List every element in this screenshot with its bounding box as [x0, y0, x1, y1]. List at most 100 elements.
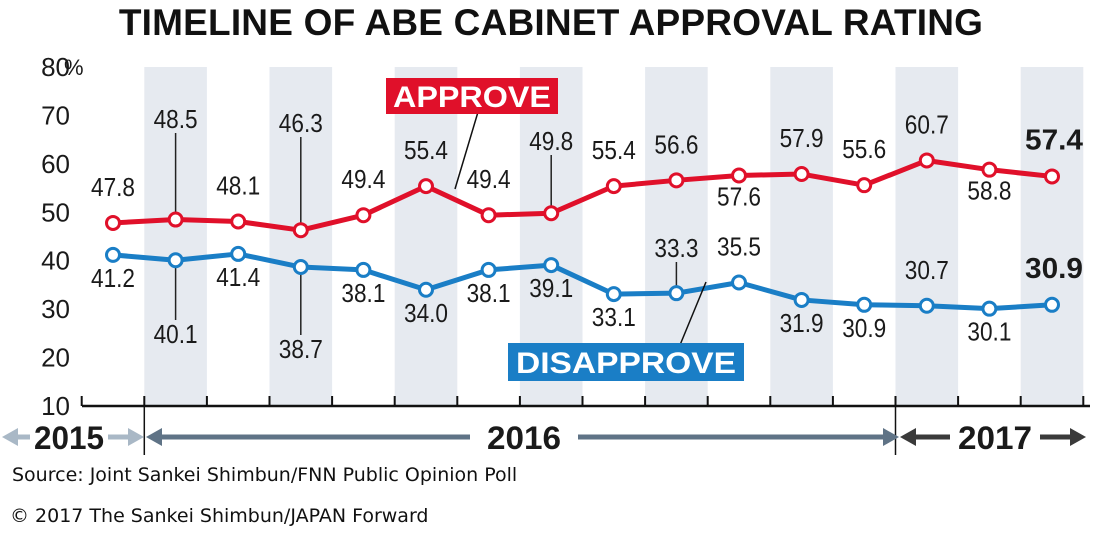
approve-point	[480, 207, 497, 224]
disapprove-data-label: 34.0	[404, 298, 448, 328]
column-band	[770, 67, 833, 406]
approve-point	[1044, 168, 1060, 185]
arrow-2015-left-head-left	[2, 428, 18, 446]
approve-point	[355, 207, 372, 224]
approve-data-label: 60.7	[905, 109, 949, 139]
disapprove-legend-pointer	[679, 281, 707, 346]
disapprove-point	[856, 296, 873, 313]
callout-lines	[174, 133, 678, 335]
approve-data-label: 47.8	[91, 172, 135, 202]
series-line-disapprove	[112, 251, 1053, 312]
disapprove-legend-label: DISAPPROVE	[516, 347, 736, 380]
approve-point	[918, 152, 935, 169]
approve-point	[292, 222, 309, 239]
approve-point	[731, 167, 747, 184]
approve-data-label: 56.6	[654, 129, 698, 159]
disapprove-data-label: 30.9	[1025, 253, 1083, 285]
y-axis: 10 20 30 40 50 60 70 80%	[41, 52, 83, 421]
y-tick-label: 80	[41, 52, 70, 82]
series-legend: APPROVE DISAPPROVE	[386, 78, 744, 381]
x-axis	[80, 396, 1090, 455]
disapprove-point	[230, 245, 247, 262]
disapprove-data-label: 33.1	[592, 302, 636, 332]
approve-data-label: 57.9	[780, 123, 824, 153]
approve-data-label: 48.5	[154, 104, 198, 134]
disapprove-data-label: 33.3	[654, 233, 698, 263]
disapprove-data-label: 30.1	[967, 317, 1011, 347]
approve-point	[856, 177, 873, 194]
y-unit-label: %	[64, 55, 84, 80]
disapprove-point	[292, 259, 309, 276]
year-label-2017: 2017	[958, 420, 1032, 456]
disapprove-data-label: 38.7	[279, 334, 323, 364]
approve-point	[105, 214, 121, 231]
approve-data-label: 58.8	[967, 176, 1011, 206]
year-label-2016: 2016	[487, 420, 561, 456]
source-note: Source: Joint Sankei Shimbun/FNN Public …	[12, 464, 518, 486]
disapprove-data-label: 41.2	[91, 263, 135, 293]
approve-data-label: 57.4	[1025, 124, 1083, 156]
y-tick-label: 30	[41, 294, 70, 324]
disapprove-point	[355, 261, 372, 278]
column-band	[895, 67, 959, 406]
disapprove-data-label: 30.7	[905, 255, 949, 285]
chart-title: TIMELINE OF ABE CABINET APPROVAL RATING	[118, 2, 984, 43]
line-chart: 10 20 30 40 50 60 70 80% 47.8 48.5 48.1 46.3 49.4 55…	[2, 52, 1090, 456]
approve-point	[793, 166, 810, 183]
approve-data-label: 49.4	[341, 164, 385, 194]
y-tick-label: 10	[41, 391, 70, 421]
disapprove-data-label: 35.5	[717, 232, 761, 262]
disapprove-point	[480, 261, 497, 278]
disapprove-point	[105, 246, 121, 263]
column-band	[1020, 67, 1084, 406]
y-tick-label: 40	[41, 246, 70, 276]
disapprove-point	[918, 297, 935, 314]
disapprove-data-label: 39.1	[529, 273, 573, 303]
column-band	[144, 67, 207, 406]
disapprove-point	[167, 252, 184, 269]
y-tick-label: 20	[41, 343, 70, 373]
arrow-2015-right-head-right	[128, 428, 144, 446]
approve-data-label: 55.4	[404, 135, 448, 165]
approve-point	[230, 213, 247, 230]
approve-point	[543, 205, 560, 222]
disapprove-legend-box	[508, 343, 744, 381]
disapprove-data-label: 38.1	[341, 278, 385, 308]
disapprove-point	[1044, 296, 1060, 313]
copyright-note: © 2017 The Sankei Shimbun/JAPAN Forward	[10, 505, 429, 527]
disapprove-point	[605, 286, 622, 303]
disapprove-data-label: 40.1	[154, 319, 198, 349]
approve-point	[418, 178, 434, 195]
approve-point	[167, 211, 184, 228]
approve-data-label: 57.6	[717, 181, 761, 211]
approve-point	[605, 178, 622, 195]
approve-legend-box	[386, 78, 558, 114]
disapprove-data-label: 38.1	[467, 278, 511, 308]
y-tick-label: 60	[41, 149, 70, 179]
arrow-2017-right-head-right	[1070, 428, 1086, 446]
data-points	[105, 152, 1060, 317]
disapprove-point	[668, 285, 685, 302]
approve-point	[668, 172, 685, 189]
disapprove-data-label: 31.9	[780, 308, 824, 338]
series-lines	[112, 157, 1053, 312]
year-timeline: 2015 2016 2017	[2, 420, 1086, 456]
disapprove-data-label: 30.9	[842, 313, 886, 343]
approve-data-label: 49.8	[529, 126, 573, 156]
approve-data-label: 49.4	[467, 164, 511, 194]
arrow-2017-left-head-left	[900, 428, 916, 446]
approve-data-label: 55.4	[592, 135, 636, 165]
approve-data-label: 48.1	[216, 170, 260, 200]
disapprove-point	[418, 281, 434, 298]
approve-data-label: 55.6	[842, 134, 886, 164]
y-tick-label: 50	[41, 197, 70, 227]
series-line-approve	[112, 157, 1053, 233]
data-labels: 47.8 48.5 48.1 46.3 49.4 55.4 49.4 49.8 55.4 56.6…	[91, 104, 1083, 364]
approve-point	[981, 161, 998, 178]
column-band	[394, 67, 458, 406]
approve-legend-pointer	[454, 111, 479, 190]
arrow-2016-right-head-right	[883, 428, 899, 446]
disapprove-point	[731, 274, 747, 291]
disapprove-point	[543, 257, 560, 274]
